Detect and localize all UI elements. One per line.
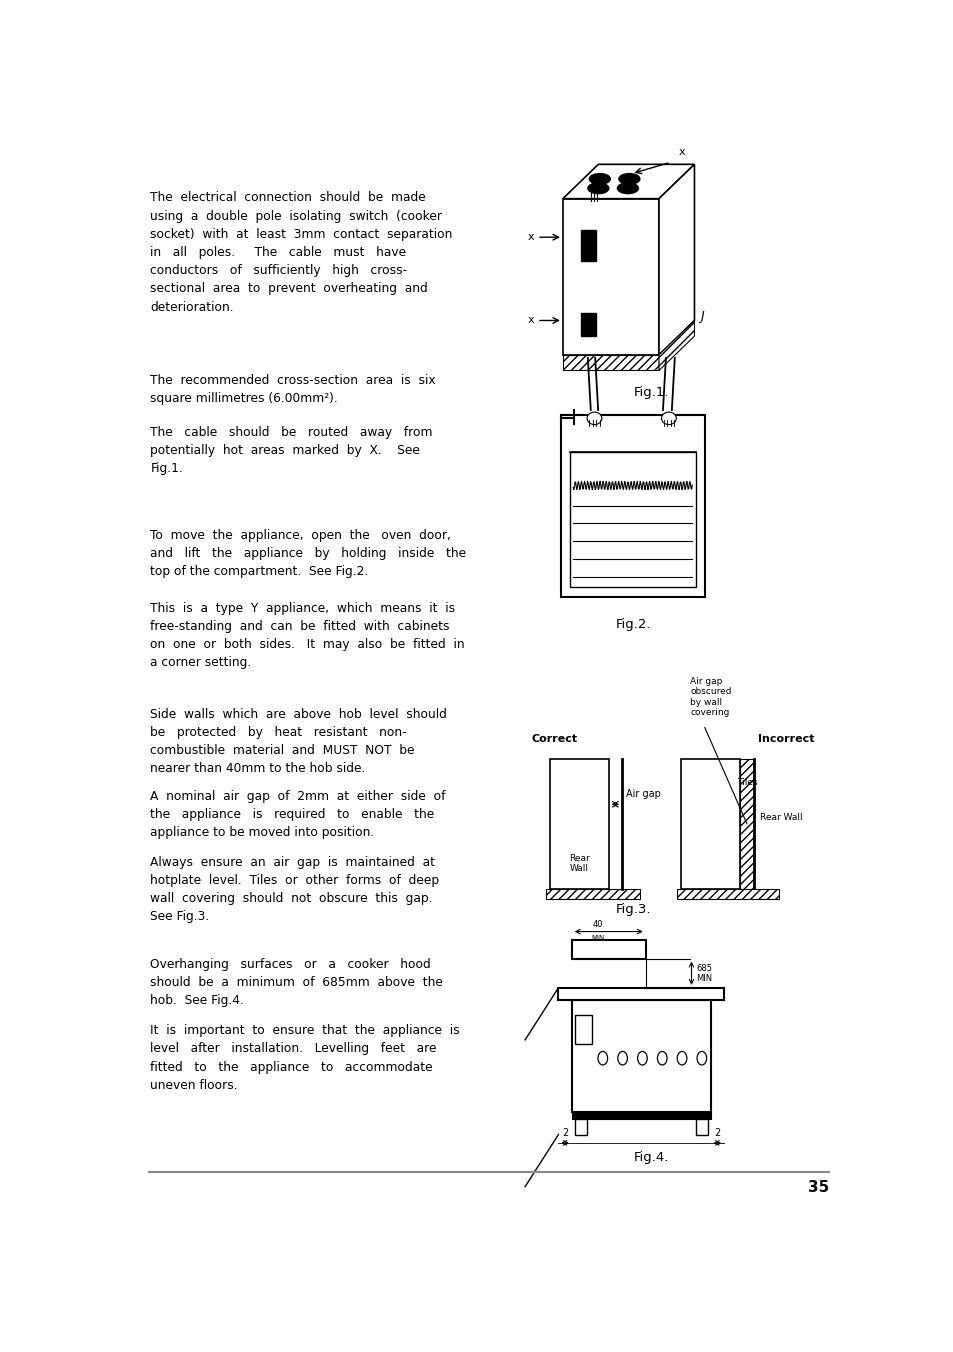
Text: 685
MIN: 685 MIN [696, 964, 711, 983]
Bar [580, 230, 596, 261]
Text: x: x [528, 315, 535, 326]
Ellipse shape [660, 412, 676, 425]
Text: Fig.2.: Fig.2. [615, 618, 650, 631]
Text: 35: 35 [807, 1180, 828, 1195]
Polygon shape [659, 320, 694, 370]
Text: Side  walls  which  are  above  hob  level  should
be   protected   by   heat   : Side walls which are above hob level sho… [151, 707, 447, 775]
Bar [571, 1000, 710, 1111]
Text: Air gap
obscured
by wall
covering: Air gap obscured by wall covering [689, 677, 731, 717]
Text: Incorrect: Incorrect [757, 734, 813, 744]
Text: It  is  important  to  ensure  that  the  appliance  is
level   after   installa: It is important to ensure that the appli… [151, 1025, 459, 1092]
Text: A  nominal  air  gap  of  2mm  at  either  side  of
the   appliance   is   requi: A nominal air gap of 2mm at either side … [151, 790, 445, 840]
Polygon shape [562, 165, 694, 199]
Bar [696, 1119, 707, 1134]
Bar [574, 1119, 586, 1134]
Text: Rear Wall: Rear Wall [759, 813, 801, 822]
Text: To  move  the  appliance,  open  the   oven  door,
and   lift   the   appliance : To move the appliance, open the oven doo… [151, 529, 466, 579]
Bar [571, 1111, 710, 1119]
Text: Tiles: Tiles [736, 777, 757, 787]
Circle shape [677, 1052, 686, 1065]
Text: 40: 40 [592, 921, 602, 929]
Text: J: J [699, 310, 702, 323]
Bar [740, 758, 753, 888]
Text: Air gap: Air gap [625, 790, 659, 799]
Circle shape [618, 1052, 627, 1065]
Text: Fig.4.: Fig.4. [633, 1152, 669, 1164]
Bar [558, 988, 723, 1000]
Ellipse shape [587, 183, 608, 193]
Text: Correct: Correct [531, 734, 577, 744]
Text: The  electrical  connection  should  be  made
using  a  double  pole  isolating : The electrical connection should be made… [151, 192, 453, 314]
Bar [562, 354, 659, 370]
Circle shape [598, 1052, 607, 1065]
Circle shape [637, 1052, 646, 1065]
Text: Fig.1.: Fig.1. [633, 387, 669, 399]
Text: 2: 2 [714, 1128, 720, 1137]
Text: This  is  a  type  Y  appliance,  which  means  it  is
free-standing  and  can  : This is a type Y appliance, which means … [151, 602, 464, 669]
Text: MIN: MIN [590, 934, 603, 941]
Bar [562, 199, 659, 354]
Bar [575, 1015, 591, 1044]
Bar [677, 888, 779, 899]
Text: Overhanging   surfaces   or   a   cooker   hood
should  be  a  minimum  of  685m: Overhanging surfaces or a cooker hood sh… [151, 957, 443, 1007]
Text: Always  ensure  an  air  gap  is  maintained  at
hotplate  level.  Tiles  or  ot: Always ensure an air gap is maintained a… [151, 856, 439, 923]
Bar [680, 758, 740, 888]
Ellipse shape [618, 173, 639, 184]
Text: x: x [678, 147, 684, 157]
Ellipse shape [586, 412, 601, 425]
Text: Fig.3.: Fig.3. [615, 903, 650, 917]
Bar [569, 452, 695, 587]
Text: 2: 2 [561, 1128, 568, 1137]
Text: x: x [528, 233, 535, 242]
Text: The   cable   should   be   routed   away   from
potentially  hot  areas  marked: The cable should be routed away from pot… [151, 426, 433, 475]
Bar [549, 758, 608, 888]
Bar [560, 415, 704, 598]
Text: The  recommended  cross-section  area  is  six
square millimetres (6.00mm²).: The recommended cross-section area is si… [151, 373, 436, 404]
Ellipse shape [617, 183, 638, 193]
Polygon shape [659, 165, 694, 354]
Text: Rear
Wall: Rear Wall [568, 854, 589, 873]
Circle shape [657, 1052, 666, 1065]
Circle shape [697, 1052, 706, 1065]
Bar [580, 314, 596, 337]
Bar [545, 888, 639, 899]
Bar [571, 940, 645, 959]
Ellipse shape [589, 173, 610, 184]
